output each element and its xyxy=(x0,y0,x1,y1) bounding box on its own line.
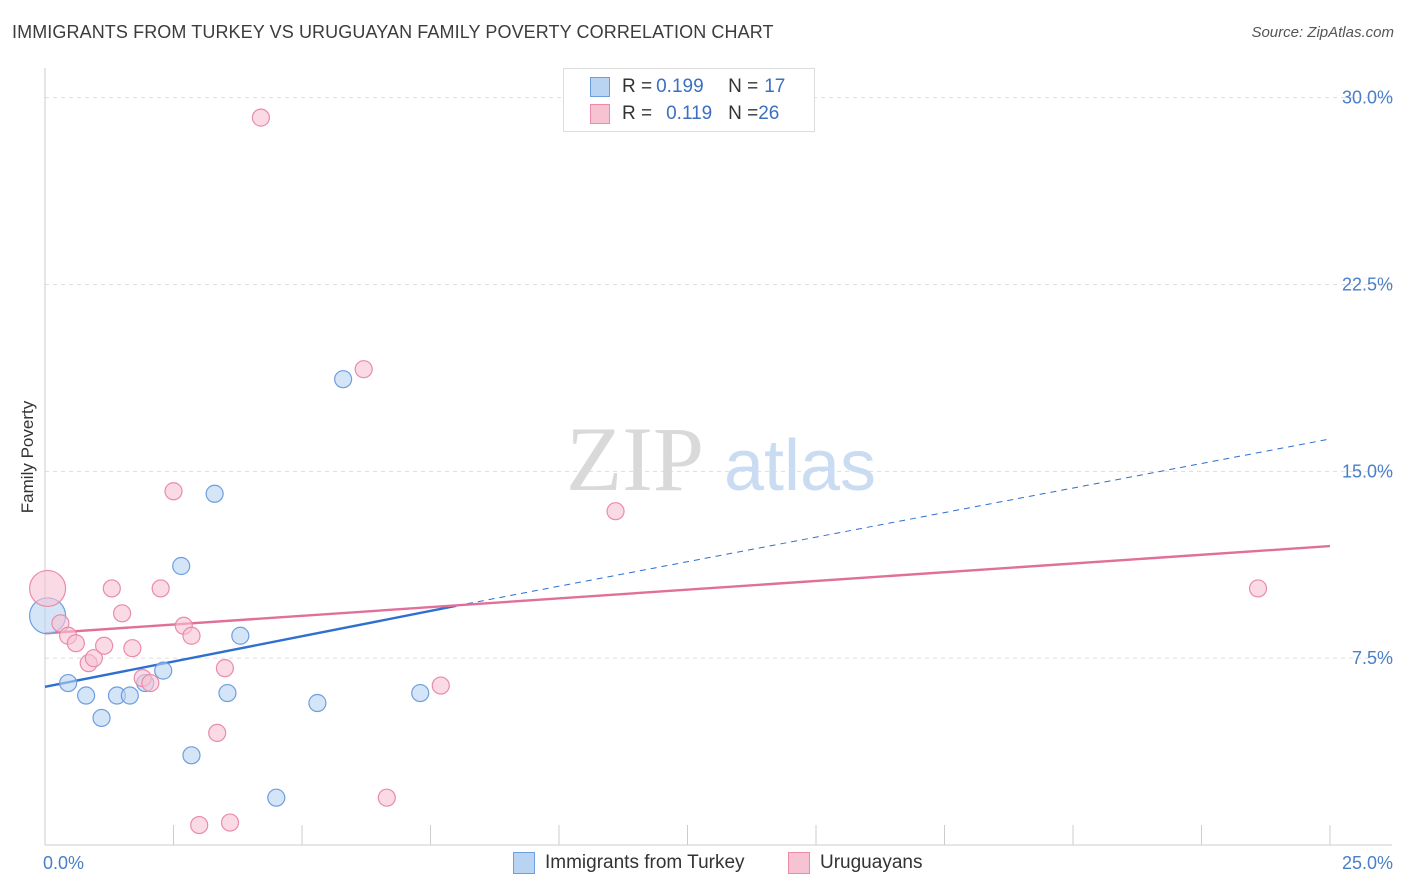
y-tick-label: 7.5% xyxy=(1352,648,1393,668)
bottom-legend-swatch-blue xyxy=(513,852,535,874)
pink-point xyxy=(151,579,170,598)
source-label: Source: ZipAtlas.com xyxy=(1251,24,1394,41)
pink-point xyxy=(251,108,270,127)
pink-point xyxy=(190,815,209,835)
blue-point xyxy=(334,370,353,389)
legend: R = 0.199 N = 17 R = 0.119 N = 26 xyxy=(563,68,815,132)
pink-point xyxy=(354,360,373,379)
blue-point xyxy=(205,484,224,503)
tick-labels: 7.5% 15.0% 22.5% 30.0% 0.0% 25.0% xyxy=(43,88,1393,873)
bottom-legend-label: Uruguayans xyxy=(820,852,923,873)
x-tick-label: 0.0% xyxy=(43,853,84,873)
legend-n-label: N = xyxy=(728,76,759,97)
legend-r-label: R = xyxy=(622,76,653,97)
pink-point xyxy=(66,634,85,653)
pink-point xyxy=(102,579,121,598)
bottom-legend-swatch-pink xyxy=(788,852,810,874)
blue-point xyxy=(308,693,327,713)
trend-lines xyxy=(44,438,1331,688)
blue-point xyxy=(218,683,237,703)
blue-point xyxy=(92,708,111,728)
pink-point xyxy=(95,636,114,655)
watermark-atlas: atlas xyxy=(724,426,876,506)
legend-n-value: 17 xyxy=(764,76,786,97)
blue-point xyxy=(120,686,139,705)
pink-point xyxy=(84,649,103,668)
pink-point xyxy=(220,813,240,832)
blue-point xyxy=(154,661,173,680)
legend-r-value: 0.119 xyxy=(666,103,713,124)
y-tick-label: 22.5% xyxy=(1342,275,1393,295)
gridlines xyxy=(45,97,1392,659)
x-tick-label: 25.0% xyxy=(1342,853,1393,873)
pink-point xyxy=(112,604,132,623)
data-points xyxy=(28,108,1268,835)
legend-n-value: 26 xyxy=(758,103,780,124)
y-tick-label: 15.0% xyxy=(1342,461,1393,481)
legend-swatch-pink xyxy=(590,104,610,124)
blue-point xyxy=(77,686,96,705)
blue-point xyxy=(231,626,250,645)
blue-point xyxy=(267,788,286,807)
legend-n-label: N = xyxy=(728,103,759,124)
axes xyxy=(44,68,1392,846)
legend-swatch-blue xyxy=(590,77,610,97)
pink-point xyxy=(215,659,234,678)
pink-point xyxy=(208,723,227,743)
pink-point xyxy=(377,788,396,807)
pink-trend-line xyxy=(44,544,1331,635)
chart-title: IMMIGRANTS FROM TURKEY VS URUGUAYAN FAMI… xyxy=(12,22,774,42)
pink-point xyxy=(28,569,67,608)
pink-point xyxy=(182,626,201,645)
pink-point xyxy=(164,482,183,501)
blue-trend-line xyxy=(44,604,457,688)
blue-trend-extension xyxy=(456,438,1331,607)
pink-point xyxy=(1248,579,1268,598)
pink-point xyxy=(431,676,450,695)
pink-point xyxy=(606,502,625,521)
blue-point xyxy=(411,683,430,703)
pink-point xyxy=(123,639,142,658)
legend-r-value: 0.199 xyxy=(656,76,704,97)
blue-point xyxy=(182,746,201,765)
blue-point xyxy=(172,556,191,576)
watermark: ZIP atlas xyxy=(566,408,876,510)
legend-row-turkey: R = 0.199 N = 17 xyxy=(590,75,785,99)
pink-point xyxy=(141,673,160,693)
watermark-zip: ZIP xyxy=(566,408,704,510)
legend-r-label: R = xyxy=(622,103,653,124)
y-tick-label: 30.0% xyxy=(1342,88,1393,108)
bottom-legend-label: Immigrants from Turkey xyxy=(545,852,745,873)
bottom-legend-turkey: Immigrants from Turkey xyxy=(513,852,745,874)
blue-point xyxy=(59,673,78,693)
legend-row-uruguayans: R = 0.119 N = 26 xyxy=(590,102,779,126)
bottom-legend-uruguayans: Uruguayans xyxy=(788,852,922,874)
